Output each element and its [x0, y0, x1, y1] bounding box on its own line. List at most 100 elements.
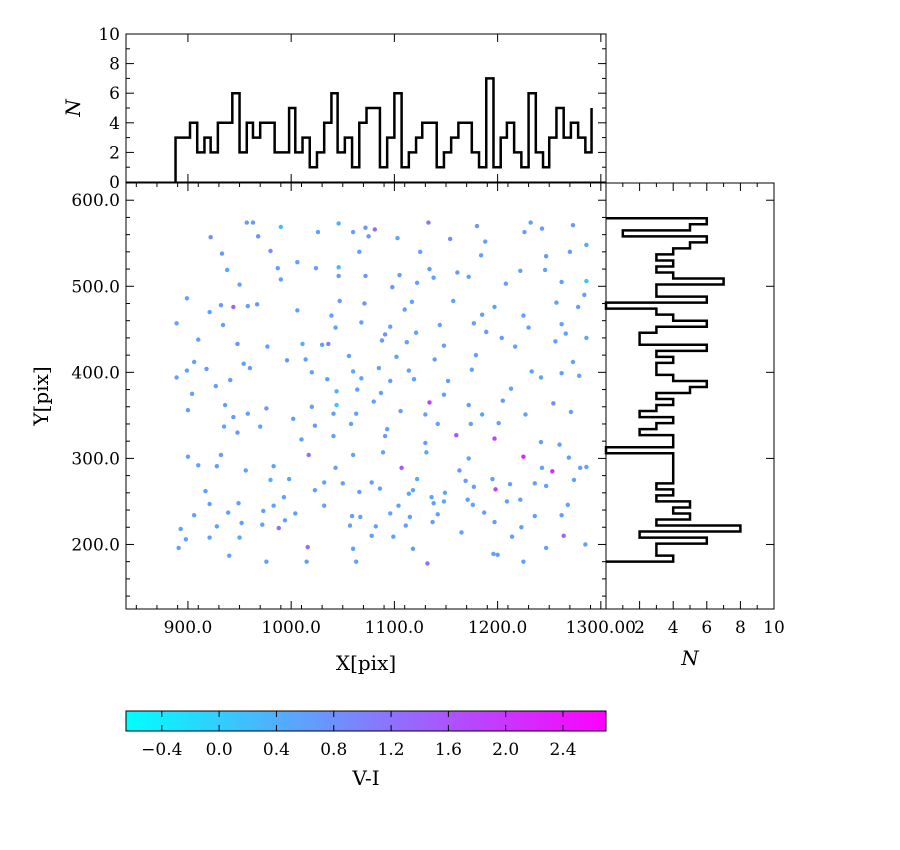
top-histogram-ytick-label: 0	[109, 173, 120, 193]
scatter-point	[568, 409, 574, 415]
scatter-point	[478, 253, 484, 258]
scatter-point	[424, 450, 429, 455]
scatter-point	[355, 387, 360, 392]
scatter-point	[430, 519, 435, 525]
scatter-point	[347, 523, 353, 528]
scatter-point	[373, 524, 379, 529]
scatter-point	[471, 484, 477, 489]
right-histogram-xtick-label: 6	[701, 618, 712, 638]
scatter-point	[557, 442, 562, 447]
scatter-point	[331, 411, 336, 416]
scatter-xlabel: X[pix]	[336, 651, 396, 675]
scatter-point	[315, 229, 321, 235]
scatter-point	[455, 270, 460, 275]
colorbar-label: V-I	[351, 766, 379, 790]
scatter-point	[250, 220, 256, 225]
scatter-point	[268, 477, 273, 483]
scatter-point	[255, 234, 261, 239]
scatter-point	[554, 300, 559, 305]
scatter-point	[406, 368, 412, 373]
scatter-point	[261, 508, 266, 514]
scatter-point	[183, 537, 189, 542]
scatter-point	[382, 433, 388, 439]
scatter-point	[235, 430, 240, 435]
scatter-point	[532, 513, 537, 519]
scatter-point	[441, 499, 447, 504]
scatter-point	[271, 503, 276, 508]
right-histogram-xtick-label: 2	[634, 618, 645, 638]
scatter-point	[437, 322, 443, 328]
scatter-point	[425, 561, 430, 566]
scatter-point	[519, 525, 524, 530]
scatter-point	[239, 520, 244, 526]
scatter-point	[431, 275, 436, 280]
scatter-point	[353, 559, 359, 564]
scatter-point	[470, 502, 476, 508]
scatter-point	[583, 542, 588, 547]
scatter-point	[309, 370, 315, 375]
colorbar-tick-label: 2.0	[492, 740, 519, 760]
scatter-point	[442, 490, 448, 496]
scatter-point	[466, 402, 471, 408]
scatter-point	[369, 480, 374, 485]
scatter-point	[493, 487, 498, 492]
scatter-point	[363, 225, 368, 230]
colorbar-tick-label: 0.8	[320, 740, 347, 760]
scatter-point	[577, 465, 583, 471]
scatter-point	[235, 341, 240, 347]
scatter-point	[218, 452, 224, 458]
scatter-point	[397, 272, 402, 278]
scatter-point	[435, 512, 440, 517]
scatter-point	[377, 486, 383, 491]
scatter-point	[471, 321, 477, 326]
scatter-point	[410, 546, 416, 551]
top-histogram-steps	[174, 77, 593, 182]
scatter-point	[414, 476, 420, 482]
scatter-point	[575, 304, 581, 310]
scatter-point	[539, 226, 545, 231]
scatter-point	[479, 312, 485, 317]
scatter-point	[207, 309, 212, 315]
scatter-point	[411, 377, 417, 382]
scatter-point	[409, 299, 415, 304]
scatter-point	[304, 559, 309, 564]
scatter-point	[559, 279, 564, 285]
scatter-xtick-label: 1000.0	[261, 618, 320, 638]
scatter-point	[237, 535, 242, 540]
scatter-point	[303, 357, 308, 362]
scatter-point	[334, 389, 339, 394]
scatter-point	[293, 511, 298, 516]
right-histogram-panel: 2 4 6 8 10 N	[604, 182, 785, 670]
right-histogram-steps	[604, 217, 742, 563]
scatter-ylabel: Y[pix]	[29, 366, 53, 426]
scatter-point	[457, 468, 462, 473]
scatter-point	[380, 450, 386, 455]
scatter-point	[407, 514, 413, 520]
scatter-point	[191, 359, 197, 365]
scatter-point	[178, 526, 183, 532]
scatter-point	[435, 421, 440, 427]
colorbar-gradient	[125, 710, 607, 732]
scatter-point	[243, 468, 248, 473]
scatter-point	[388, 324, 393, 329]
scatter-point	[532, 481, 537, 486]
scatter-point	[265, 344, 270, 349]
scatter-point	[260, 522, 265, 527]
scatter-point	[403, 523, 408, 528]
scatter-point	[321, 480, 327, 485]
scatter-point	[388, 378, 393, 384]
right-histogram-xtick-label: 4	[668, 618, 679, 638]
scatter-point	[312, 423, 318, 428]
scatter-point	[432, 357, 437, 362]
scatter-point	[357, 489, 362, 495]
scatter-point	[222, 402, 228, 408]
colorbar: −0.4 0.0 0.4 0.8 1.2 1.6 2.0 2.4 V-I	[125, 710, 607, 790]
scatter-point	[576, 373, 582, 378]
scatter-point	[484, 329, 489, 335]
scatter-point	[491, 551, 496, 557]
scatter-point	[526, 325, 531, 330]
scatter-point	[363, 273, 368, 279]
scatter-point	[204, 366, 209, 372]
scatter-point	[268, 248, 273, 254]
scatter-point	[454, 432, 459, 438]
